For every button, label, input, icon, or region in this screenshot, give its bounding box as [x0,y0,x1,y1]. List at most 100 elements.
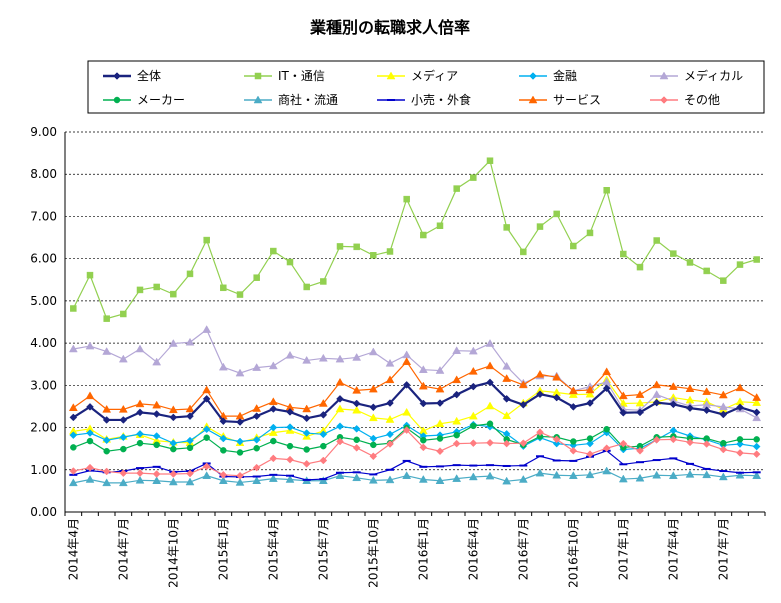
data-point [185,477,195,486]
data-point [168,405,178,414]
data-point [85,391,95,400]
data-point [636,446,644,455]
axes: 0.00 1.00 2.00 3.00 4.00 5.00 6.00 7.00 8.00 9.00… [30,125,766,588]
data-point [736,449,744,457]
data-point [218,362,228,371]
legend-marker [529,72,537,80]
data-point [202,425,211,434]
data-point [236,437,244,446]
x-tick-label: 2017年4月 [666,518,680,580]
data-point [152,470,161,478]
data-point [202,462,211,471]
data-point [319,430,328,439]
data-point [70,444,77,451]
legend-item: 全体 [103,68,161,83]
x-tick-label: 2016年7月 [516,518,530,580]
data-point [652,390,662,398]
data-point [468,366,478,375]
data-point [152,432,161,440]
data-point [585,389,595,398]
data-point [586,435,594,442]
data-point [86,463,94,472]
data-point [136,469,144,478]
data-point [468,346,478,355]
data-point [552,372,562,381]
data-point [318,353,328,362]
data-point [586,399,594,407]
data-point [453,185,460,192]
x-tick-label: 2015年1月 [216,518,230,580]
data-point [203,434,210,441]
data-point [168,477,178,486]
legend-item: サービス [519,93,601,107]
data-point [219,470,228,479]
data-point [385,358,395,367]
data-point [436,399,444,407]
data-point [68,344,78,353]
data-point [436,222,444,229]
data-point [202,394,211,403]
data-point [736,261,744,268]
data-point [186,444,194,452]
data-point [286,442,294,450]
data-point [303,446,310,453]
y-tick-label: 6.00 [30,252,57,266]
data-point [502,361,512,370]
data-point [570,242,577,250]
x-tick-label: 2015年4月 [266,518,280,580]
data-point [168,339,178,347]
data-point [718,390,728,399]
data-point [702,470,712,479]
data-point [186,469,194,478]
data-point [620,250,627,258]
data-point [586,450,594,459]
data-point [169,439,178,448]
data-point [269,405,278,413]
y-tick-label: 0.00 [30,505,57,519]
data-point [169,413,178,422]
data-point [319,456,328,465]
data-point [269,454,278,463]
data-point [603,425,610,433]
data-point [420,231,427,239]
data-point [735,383,745,392]
series [68,357,762,420]
y-tick-label: 3.00 [30,378,57,392]
legend-item: メーカー [103,93,185,107]
legend-label: 金融 [553,68,577,83]
data-point [536,428,544,437]
data-point [486,438,494,447]
legend-item: 金融 [519,68,577,83]
data-point [302,429,311,437]
data-point [352,385,362,394]
data-point [303,283,310,291]
data-point [453,431,460,439]
data-point [519,400,528,409]
data-point [403,195,410,203]
data-point [252,363,262,371]
data-point [502,394,511,403]
data-point [285,474,295,483]
data-point [136,430,144,438]
data-point [635,390,645,398]
y-tick-label: 5.00 [30,294,57,308]
data-point [552,435,561,444]
data-point [686,438,694,447]
data-point [518,474,528,483]
x-tick-label: 2016年10月 [566,518,580,588]
data-point [69,413,78,422]
data-point [270,247,277,255]
data-point [502,374,512,382]
legend-label: メーカー [137,93,185,107]
data-point [719,445,728,454]
data-point [336,437,344,446]
data-point [653,237,660,244]
data-point [186,270,194,278]
data-point [136,439,144,447]
legend-item: 小売・外食 [377,92,471,107]
x-tick-label: 2014年7月 [116,518,130,580]
series-line [73,470,757,484]
legend-label: 全体 [137,68,161,83]
data-point [203,236,210,244]
data-point [619,408,628,417]
